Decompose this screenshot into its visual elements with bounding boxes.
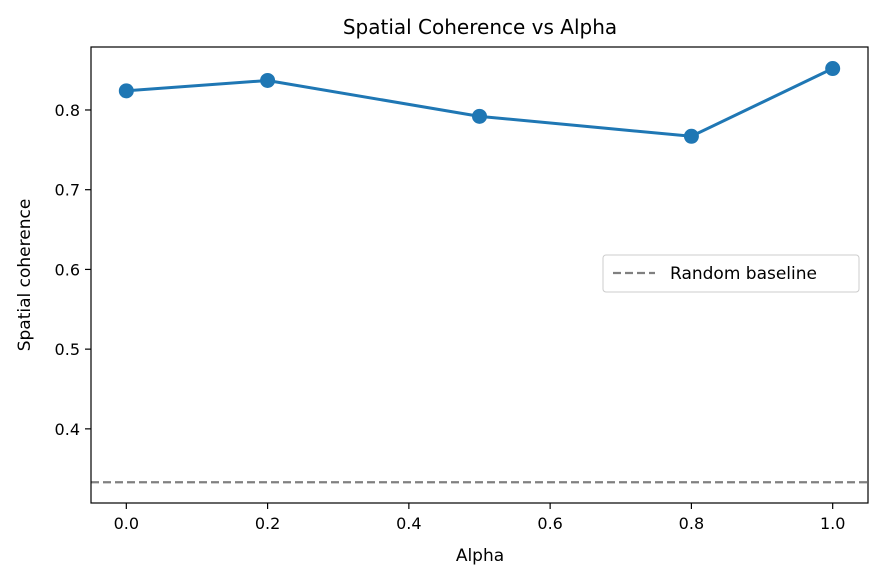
x-tick-label: 0.4 — [396, 514, 421, 533]
data-point — [683, 128, 699, 144]
y-tick-label: 0.5 — [55, 340, 80, 359]
data-point — [472, 108, 487, 124]
y-axis: 0.4 0.5 0.6 0.7 0.8 — [55, 101, 91, 439]
y-tick-label: 0.4 — [55, 420, 80, 439]
legend-box — [602, 254, 860, 293]
x-tick-label: 0.6 — [537, 514, 562, 533]
data-point — [260, 72, 276, 88]
plot-area — [91, 61, 868, 484]
x-tick-label: 0.8 — [679, 514, 704, 533]
y-axis-label: Spatial coherence — [15, 199, 35, 352]
data-point — [825, 61, 841, 77]
x-tick-label: 0.2 — [255, 514, 280, 533]
x-axis-label: Alpha — [456, 546, 504, 566]
y-tick-label: 0.7 — [55, 181, 80, 200]
series-line-0 — [126, 67, 834, 138]
data-point — [118, 83, 134, 99]
x-tick-label: 0.0 — [114, 514, 139, 533]
legend: Random baseline — [602, 254, 860, 293]
y-tick-label: 0.8 — [55, 101, 80, 120]
x-axis: 0.0 0.2 0.4 0.6 0.8 1.0 — [114, 503, 845, 533]
x-tick-label: 1.0 — [820, 514, 845, 533]
y-tick-label: 0.6 — [55, 260, 80, 279]
legend-label-random-baseline: Random baseline — [670, 264, 817, 284]
plot-frame — [90, 46, 869, 504]
chart-title: Spatial Coherence vs Alpha — [343, 15, 617, 39]
